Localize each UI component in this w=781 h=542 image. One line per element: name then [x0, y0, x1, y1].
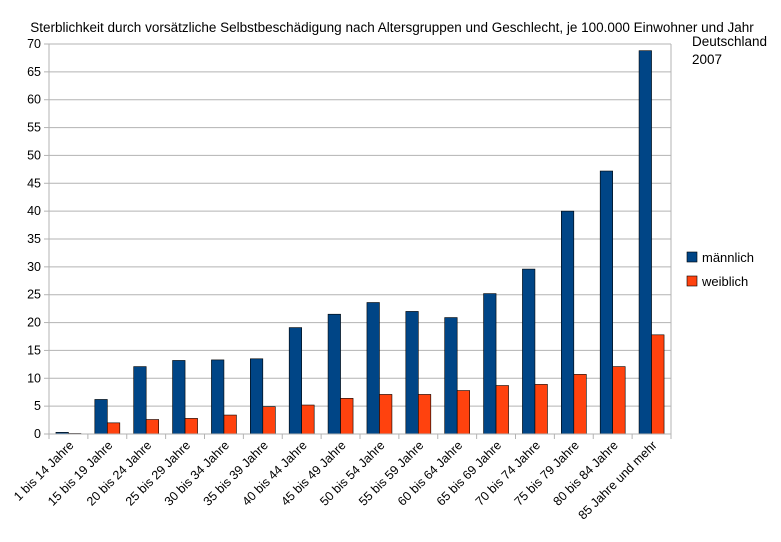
- bar-maennlich: [133, 366, 147, 435]
- bar-weiblich: [495, 385, 509, 435]
- y-tick-label: 50: [27, 148, 41, 162]
- bar-weiblich: [184, 418, 198, 435]
- bar-maennlich: [483, 293, 497, 435]
- y-tick-label: 70: [27, 37, 41, 51]
- chart-title: Sterblichkeit durch vorsätzliche Selbstb…: [30, 20, 754, 35]
- gridlines: [49, 43, 671, 435]
- legend-label: weiblich: [701, 274, 748, 289]
- y-tick-label: 0: [34, 427, 41, 441]
- bar-maennlich: [522, 268, 536, 435]
- y-tick-label: 55: [27, 121, 41, 135]
- legend-label: männlich: [702, 250, 754, 265]
- bar-maennlich: [444, 317, 458, 435]
- bar-maennlich: [599, 170, 613, 435]
- bar-weiblich: [262, 406, 276, 435]
- bar-maennlich: [366, 302, 380, 435]
- y-tick-label: 25: [27, 288, 41, 302]
- legend-swatch: [686, 275, 698, 287]
- y-tick-label: 20: [27, 316, 41, 330]
- bars: [55, 50, 665, 435]
- bar-maennlich: [327, 313, 341, 435]
- bar-weiblich: [379, 394, 393, 435]
- chart-subtitle-line-1: Deutschland: [692, 34, 767, 49]
- y-tick-label: 60: [27, 93, 41, 107]
- bar-maennlich: [638, 50, 652, 435]
- bar-weiblich: [418, 394, 432, 435]
- bar-weiblich: [107, 422, 121, 435]
- bar-weiblich: [573, 374, 587, 435]
- bar-maennlich: [94, 399, 108, 435]
- bar-maennlich: [211, 359, 225, 435]
- y-tick-label: 40: [27, 204, 41, 218]
- legend-swatch: [686, 251, 698, 263]
- y-axis: 0 5 10 15 20 25 30 35 40 45 50 55 60 65 70: [27, 37, 672, 441]
- bar-maennlich: [561, 210, 575, 435]
- bar-weiblich: [651, 334, 665, 435]
- bar-weiblich: [340, 398, 354, 435]
- bar-weiblich: [612, 366, 626, 435]
- y-tick-label: 65: [27, 65, 41, 79]
- bar-weiblich: [145, 419, 159, 435]
- bar-weiblich: [223, 414, 237, 435]
- y-tick-label: 30: [27, 260, 41, 274]
- y-tick-label: 45: [27, 176, 41, 190]
- y-tick-label: 5: [34, 399, 41, 413]
- bar-weiblich: [534, 384, 548, 435]
- bar-weiblich: [456, 390, 470, 435]
- bar-maennlich: [172, 360, 186, 435]
- legend: männlich weiblich: [686, 250, 754, 289]
- bar-weiblich: [301, 404, 315, 435]
- y-tick-label: 10: [27, 371, 41, 385]
- y-tick-label: 35: [27, 232, 41, 246]
- chart-subtitle-line-2: 2007: [692, 52, 722, 67]
- bar-maennlich: [405, 311, 419, 435]
- bar-maennlich: [288, 327, 302, 435]
- bar-maennlich: [250, 358, 264, 435]
- y-tick-label: 15: [27, 343, 41, 357]
